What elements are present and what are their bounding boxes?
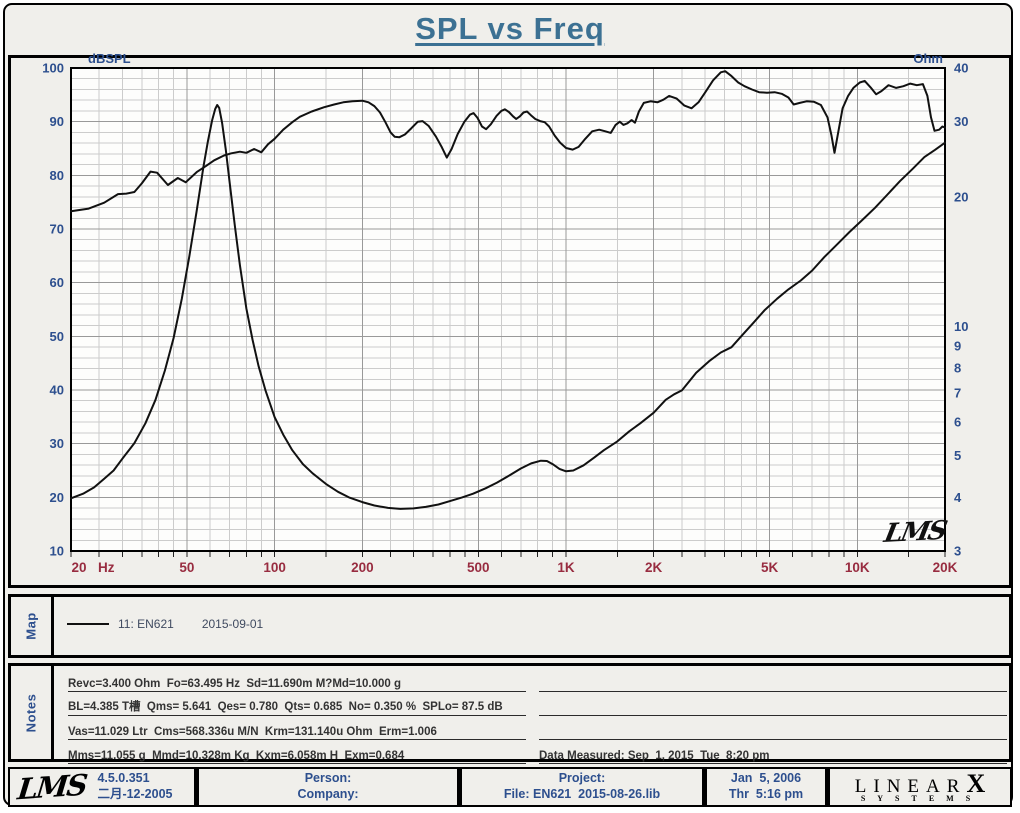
- right-axis-tick: 30: [954, 114, 968, 129]
- impedance-curve: [70, 104, 946, 510]
- footer-date-cell: Jan 5, 2006 Thr 5:16 pm: [707, 769, 825, 805]
- file-label: File: EN621 2015-08-26.lib: [503, 787, 661, 801]
- notes-line-3: Vas=11.029 Ltr Cms=568.336u M/N Krm=131.…: [68, 716, 526, 740]
- left-axis-tick: 90: [50, 114, 64, 129]
- right-axis-tick: 10: [954, 319, 968, 334]
- footer-bar: LMS 4.5.0.351 二月-12-2005 Person: Company…: [8, 767, 1012, 807]
- legend-entry: 11: EN621 2015-09-01: [67, 617, 263, 631]
- linearx-linear-text: LINEAR: [854, 776, 967, 797]
- x-axis-tick: 100: [263, 560, 286, 575]
- chart-panel: dBSPL Ohm 10 20 30 40 50 60 70 80 90 100 40 30 20 10 9…: [8, 51, 1012, 588]
- notes-line-2: BL=4.385 T槽 Qms= 5.641 Qes= 0.780 Qts= 0…: [68, 692, 526, 716]
- right-axis-label: Ohm: [913, 51, 943, 66]
- footer-version-cell: LMS 4.5.0.351 二月-12-2005: [10, 767, 194, 807]
- left-axis-tick: 70: [50, 222, 64, 237]
- x-axis-tick: 1K: [557, 560, 575, 575]
- lms-logo: LMS: [15, 767, 88, 807]
- x-axis-tick: 50: [179, 560, 194, 575]
- x-axis-tick: 5K: [761, 560, 779, 575]
- notes-strip: Notes: [11, 666, 54, 759]
- left-axis-tick: 100: [42, 61, 64, 76]
- x-axis-tick: 20K: [933, 560, 958, 575]
- legend-curve-date: 2015-09-01: [201, 617, 264, 631]
- person-label: Person:: [304, 771, 352, 786]
- notes-right-line-2: [539, 692, 1007, 716]
- notes-line-4: Mms=11.055 g Mmd=10.328m Kg Kxm=6.058m H…: [68, 740, 526, 764]
- page-title: SPL vs Freq: [0, 11, 1020, 47]
- notes-panel: Notes Revc=3.400 Ohm Fo=63.495 Hz Sd=11.…: [8, 663, 1012, 764]
- left-axis-label: dBSPL: [88, 51, 131, 66]
- notes-right-line-3: [539, 716, 1007, 740]
- spl-curve: [70, 70, 946, 213]
- map-strip: Map: [11, 597, 54, 655]
- x-axis-tick: 10K: [845, 560, 870, 575]
- print-time: Thr 5:16 pm: [728, 787, 804, 801]
- footer-person-cell: Person: Company:: [199, 769, 457, 805]
- x-axis-tick: 200: [351, 560, 374, 575]
- left-axis-tick: 10: [50, 544, 64, 559]
- right-axis-tick: 6: [954, 414, 961, 429]
- x-axis-tick: 2K: [645, 560, 663, 575]
- plot-background: [71, 68, 945, 551]
- left-axis-tick: 60: [50, 275, 64, 290]
- right-axis-tick: 4: [954, 490, 962, 505]
- x-axis-unit: Hz: [98, 560, 115, 575]
- right-axis-tick: 3: [954, 544, 961, 559]
- left-axis-tick: 80: [50, 168, 64, 183]
- version-number: 4.5.0.351: [97, 771, 150, 786]
- spl-vs-freq-plot: 10 20 30 40 50 60 70 80 90 100 40 30 20 10 9 8 7 6 5 4 3 20 50…: [42, 61, 968, 576]
- map-panel: Map 11: EN621 2015-09-01: [8, 594, 1012, 658]
- linearx-logo-line1: LINEAR X: [855, 771, 985, 797]
- notes-right-line-1: [539, 668, 1007, 692]
- right-axis-tick: 7: [954, 386, 961, 401]
- notes-line-1: Revc=3.400 Ohm Fo=63.495 Hz Sd=11.690m M…: [68, 668, 526, 692]
- lms-watermark: LMS: [881, 515, 949, 549]
- right-axis-tick: 40: [954, 61, 968, 76]
- notes-right-column: Data Measured: Sep 1, 2015 Tue 8:20 pm: [539, 668, 1007, 764]
- version-date: 二月-12-2005: [97, 787, 173, 801]
- project-label: Project:: [558, 771, 606, 786]
- linearx-logo: LINEAR X SYSTEMS: [830, 769, 1010, 805]
- left-axis-tick: 50: [50, 329, 64, 344]
- company-label: Company:: [297, 787, 359, 801]
- legend-line-sample: [67, 623, 109, 625]
- right-axis-tick: 20: [954, 190, 968, 205]
- print-date: Jan 5, 2006: [730, 771, 802, 786]
- right-axis-tick: 9: [954, 339, 961, 354]
- x-axis-tick: 500: [467, 560, 490, 575]
- notes-right-line-4: Data Measured: Sep 1, 2015 Tue 8:20 pm: [539, 740, 1007, 764]
- version-block: 4.5.0.351 二月-12-2005: [97, 771, 172, 802]
- left-axis-tick: 30: [50, 436, 64, 451]
- plot-border: [70, 67, 946, 552]
- map-strip-label: Map: [23, 612, 39, 640]
- linearx-systems-text: SYSTEMS: [860, 794, 983, 803]
- linearx-x-glyph: X: [966, 769, 986, 798]
- footer-project-cell: Project: File: EN621 2015-08-26.lib: [462, 769, 702, 805]
- left-axis-tick: 20: [50, 490, 64, 505]
- left-axis-tick: 40: [50, 383, 64, 398]
- x-axis-tick: 20: [71, 560, 86, 575]
- right-axis-tick: 8: [954, 361, 961, 376]
- legend-curve-name: 11: EN621: [118, 617, 174, 631]
- page-title-text: SPL vs Freq: [415, 11, 605, 46]
- notes-left-column: Revc=3.400 Ohm Fo=63.495 Hz Sd=11.690m M…: [68, 668, 526, 764]
- right-axis-tick: 5: [954, 448, 961, 463]
- notes-strip-label: Notes: [23, 693, 39, 732]
